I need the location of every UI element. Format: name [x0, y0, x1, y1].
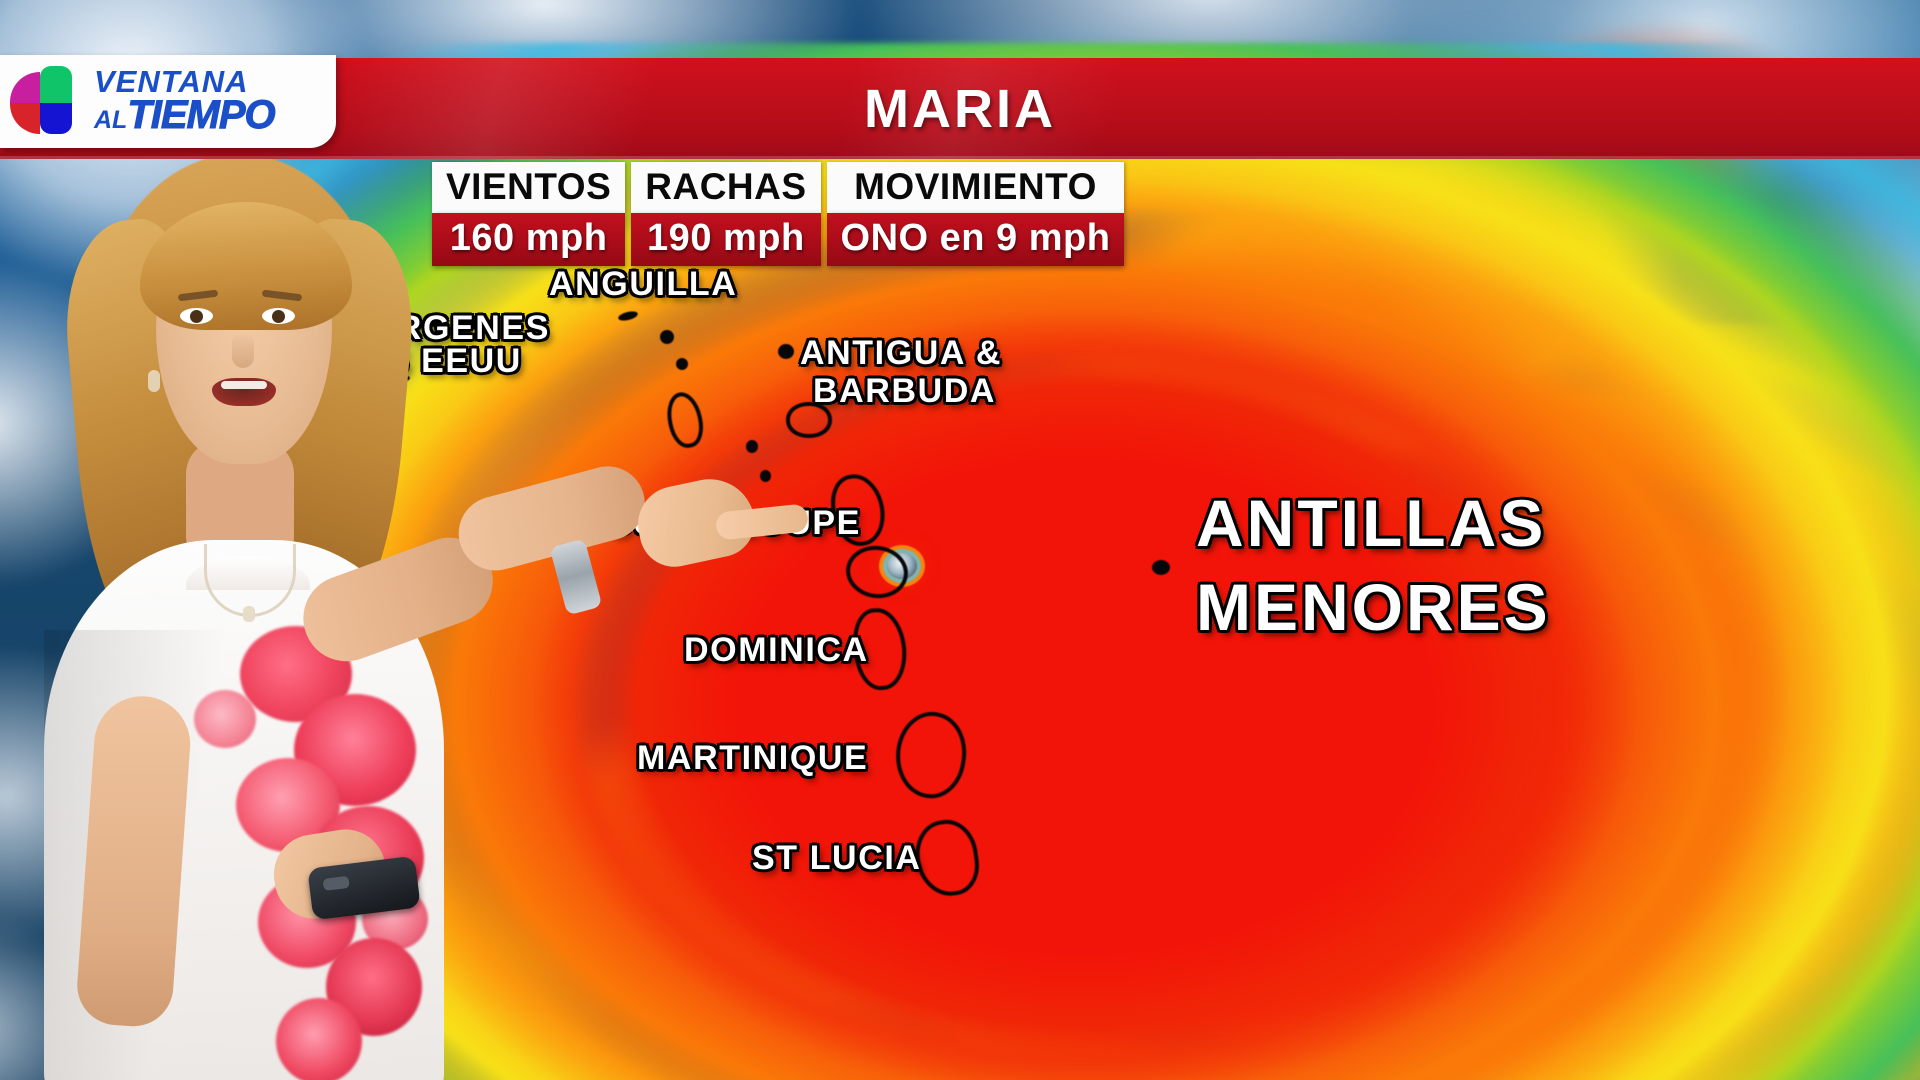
stat-vientos: VIENTOS 160 mph	[432, 162, 626, 266]
map-label-anguilla: ANGUILLA	[549, 265, 738, 303]
map-label-dominica: DOMINICA	[684, 631, 869, 669]
stat-rachas-label: RACHAS	[631, 162, 821, 213]
logo-ventana-text: VENTANA	[94, 64, 249, 100]
presenter-meteorologist	[0, 70, 810, 1080]
island-shape	[660, 330, 674, 344]
hurricane-eye-icon	[887, 552, 918, 579]
stat-movimiento: MOVIMIENTO ONO en 9 mph	[826, 162, 1125, 266]
stat-movimiento-label: MOVIMIENTO	[826, 162, 1125, 213]
presenter-eye-right	[262, 308, 295, 324]
program-logo-text: VENTANA AL TIEMPO	[94, 64, 276, 138]
presenter-earring	[148, 370, 160, 392]
logo-al-text: AL	[94, 106, 128, 135]
presenter-hair-fringe	[140, 202, 352, 330]
island-shape	[760, 470, 771, 482]
storm-stats-panel: VIENTOS 160 mph RACHAS 190 mph MOVIMIENT…	[432, 162, 1125, 266]
stat-vientos-value: 160 mph	[432, 213, 626, 266]
presenter-nose	[232, 332, 254, 368]
stat-rachas: RACHAS 190 mph	[631, 162, 821, 266]
presenter-eye-left	[180, 308, 213, 324]
presenter-mouth	[212, 378, 276, 406]
island-shape	[786, 402, 832, 438]
island-shape	[676, 358, 688, 370]
island-shape	[746, 440, 758, 453]
stat-movimiento-value: ONO en 9 mph	[826, 213, 1125, 266]
storm-name-title: MARIA	[864, 78, 1056, 139]
network-logo-block: VENTANA AL TIEMPO	[0, 55, 336, 148]
dress-floral-print	[276, 998, 362, 1080]
presenter-necklace	[204, 544, 296, 622]
map-label-st-lucia: ST LUCIA	[752, 839, 922, 877]
map-label-menores: MENORES	[1196, 570, 1551, 644]
map-label-antillas: ANTILLAS	[1196, 486, 1547, 560]
map-label-barbuda: BARBUDA	[813, 372, 997, 410]
island-shape	[420, 318, 446, 327]
stat-rachas-value: 190 mph	[631, 213, 821, 266]
stat-vientos-label: VIENTOS	[432, 162, 626, 213]
island-shape	[1152, 560, 1170, 575]
univision-u-icon	[8, 65, 80, 138]
logo-tiempo-text: TIEMPO	[127, 93, 276, 138]
island-shape	[778, 344, 794, 359]
map-label-antigua: ANTIGUA &	[800, 334, 1003, 372]
map-label-martinique: MARTINIQUE	[637, 739, 869, 777]
logo-altiempo-row: AL TIEMPO	[94, 93, 276, 138]
dress-floral-print	[194, 690, 256, 748]
